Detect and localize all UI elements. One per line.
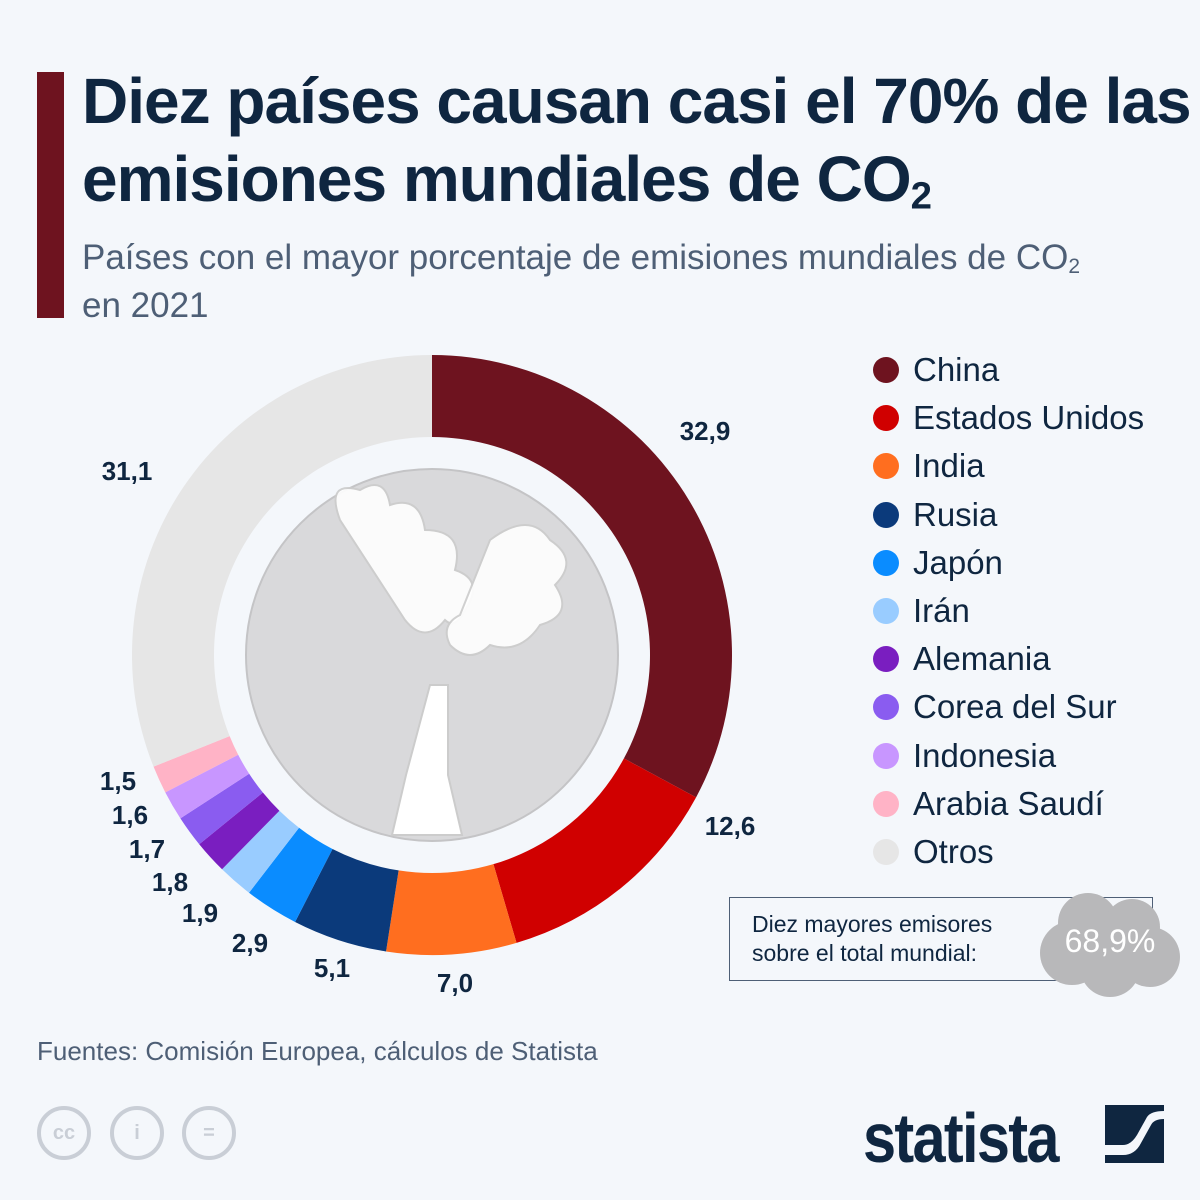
legend-item: Estados Unidos — [873, 394, 1144, 442]
legend-label: Alemania — [913, 640, 1051, 678]
legend-swatch — [873, 838, 899, 865]
legend-swatch — [873, 405, 899, 432]
legend-swatch — [873, 453, 899, 480]
chart-title: Diez países causan casi el 70% de las em… — [82, 65, 1192, 218]
data-label: 31,1 — [102, 456, 153, 486]
data-label: 1,6 — [112, 800, 148, 830]
legend-item: Japón — [873, 539, 1144, 587]
summary-text: Diez mayores emisores sobre el total mund… — [752, 911, 993, 966]
data-label: 32,9 — [680, 416, 731, 446]
smokestack-illustration — [245, 468, 619, 842]
data-label: 1,9 — [182, 898, 218, 928]
legend-swatch — [873, 501, 899, 528]
legend: China Estados Unidos India Rusia Japón Irán Al… — [873, 346, 1144, 876]
legend-item: China — [873, 346, 1144, 394]
data-label: 1,7 — [129, 834, 165, 864]
legend-swatch — [873, 742, 899, 769]
slice-india — [386, 864, 517, 955]
legend-item: Corea del Sur — [873, 683, 1144, 731]
slice-arabia-saudí — [153, 736, 239, 793]
legend-swatch — [873, 694, 899, 721]
slice-otros — [131, 355, 433, 767]
by-icon[interactable]: i — [110, 1106, 164, 1160]
legend-label: Rusia — [913, 495, 998, 533]
data-label: 2,9 — [232, 928, 268, 958]
legend-swatch — [873, 598, 899, 625]
legend-item: Rusia — [873, 491, 1144, 539]
legend-label: Japón — [913, 543, 1003, 581]
source-note: Fuentes: Comisión Europea, cálculos de S… — [37, 1036, 598, 1066]
legend-swatch — [873, 790, 899, 817]
cc-icon[interactable]: cc — [37, 1106, 91, 1160]
legend-label: Arabia Saudí — [913, 784, 1104, 822]
legend-item: India — [873, 442, 1144, 490]
accent-bar — [37, 72, 64, 318]
slice-alemania — [199, 792, 280, 870]
legend-label: Corea del Sur — [913, 688, 1117, 726]
legend-label: India — [913, 447, 985, 485]
summary-value: 68,9% — [1064, 923, 1156, 959]
data-label: 12,6 — [705, 811, 756, 841]
legend-item: Indonesia — [873, 732, 1144, 780]
slice-indonesia — [165, 754, 250, 819]
data-label: 1,8 — [152, 867, 188, 897]
data-label: 5,1 — [314, 953, 350, 983]
slice-estados-unidos — [493, 758, 697, 943]
legend-label: Otros — [913, 832, 994, 870]
statista-logo-mark — [1105, 1105, 1164, 1163]
legend-item: Alemania — [873, 635, 1144, 683]
legend-swatch — [873, 357, 899, 384]
legend-swatch — [873, 549, 899, 576]
legend-label: Estados Unidos — [913, 399, 1145, 437]
data-label: 7,0 — [437, 968, 473, 998]
legend-item: Otros — [873, 828, 1144, 876]
legend-label: Irán — [913, 592, 970, 630]
legend-item: Irán — [873, 587, 1144, 635]
slice-china — [432, 355, 732, 798]
legend-label: Indonesia — [913, 736, 1057, 774]
summary-box: Diez mayores emisores sobre el total mund… — [729, 897, 1153, 981]
nd-icon[interactable]: = — [182, 1106, 236, 1160]
slice-japón — [249, 827, 333, 922]
data-label: 1,5 — [100, 766, 136, 796]
slice-irán — [222, 810, 300, 893]
cloud-icon — [1040, 893, 1180, 997]
slice-corea-del-sur — [180, 773, 263, 845]
slice-rusia — [295, 848, 399, 952]
legend-label: China — [913, 351, 1000, 389]
statista-logo[interactable]: statista — [863, 1099, 1059, 1177]
legend-swatch — [873, 646, 899, 673]
chart-subtitle: Países con el mayor porcentaje de emisio… — [82, 238, 1081, 325]
legend-item: Arabia Saudí — [873, 780, 1144, 828]
